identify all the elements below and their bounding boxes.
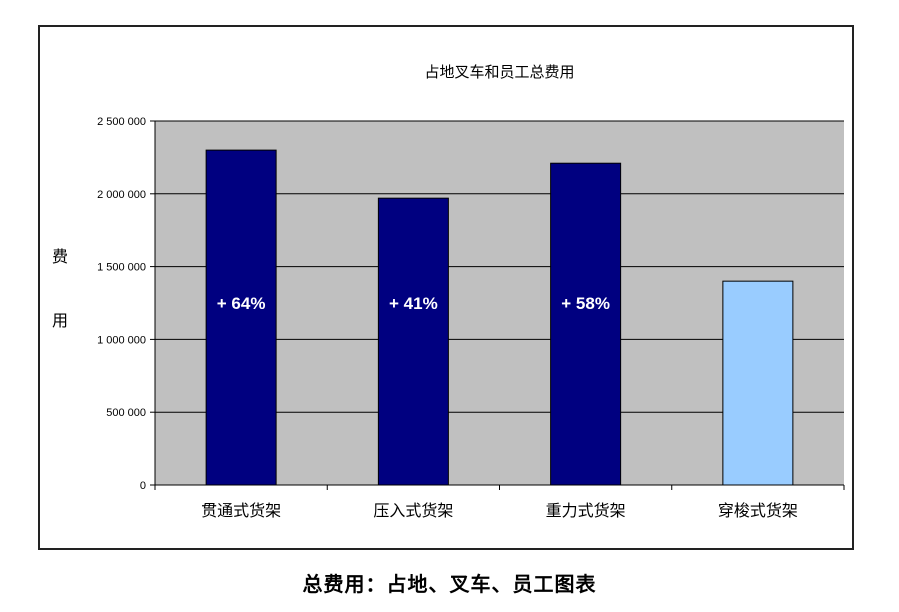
y-tick-label: 500 000 xyxy=(106,407,146,419)
data-label: + 41% xyxy=(389,294,438,313)
axes xyxy=(150,120,845,490)
y-axis-label-char: 费 xyxy=(52,247,68,266)
x-tick-label: 贯通式货架 xyxy=(201,501,281,520)
x-tick-label: 重力式货架 xyxy=(546,501,626,520)
bar xyxy=(722,280,794,486)
figure-caption: 总费用：占地、叉车、员工图表 xyxy=(302,572,597,596)
y-tick-label: 0 xyxy=(140,480,146,492)
bar xyxy=(205,149,277,486)
x-tick-label: 穿梭式货架 xyxy=(718,501,798,520)
y-tick-label: 1 000 000 xyxy=(97,334,146,346)
y-tick-label: 2 500 000 xyxy=(97,116,146,128)
bar xyxy=(377,197,449,486)
chart-text: 占地叉车和员工总费用 0 500 000 1 000 000 1 500 000 2 0… xyxy=(52,63,798,520)
y-tick-label: 1 500 000 xyxy=(97,262,146,274)
bar xyxy=(550,162,622,486)
y-axis-label-char: 用 xyxy=(52,311,68,330)
chart-title: 占地叉车和员工总费用 xyxy=(424,63,574,81)
data-label: + 64% xyxy=(217,294,266,313)
bars xyxy=(205,149,794,486)
y-tick-label: 2 000 000 xyxy=(97,189,146,201)
data-label: + 58% xyxy=(561,294,610,313)
x-tick-label: 压入式货架 xyxy=(373,501,453,520)
